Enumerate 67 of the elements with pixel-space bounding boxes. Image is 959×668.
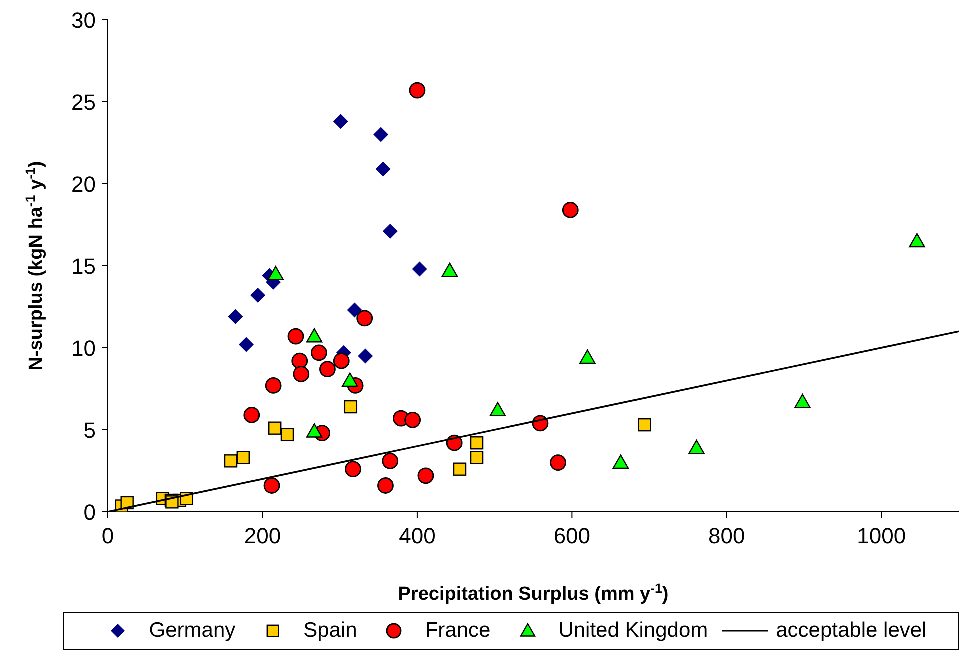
point (306, 328, 323, 343)
x-tick-label: 200 (244, 524, 282, 549)
legend-label: acceptable level (776, 619, 927, 643)
legend-label: Germany (149, 619, 236, 643)
point (470, 436, 484, 450)
point (442, 262, 458, 278)
point (333, 352, 350, 370)
y-tick-label: 5 (84, 418, 96, 443)
point (250, 288, 266, 304)
point (382, 452, 399, 470)
point (268, 266, 284, 280)
point (344, 400, 358, 414)
point (244, 407, 260, 424)
point (238, 337, 254, 352)
point (293, 366, 310, 382)
point (228, 309, 244, 324)
point (320, 361, 336, 378)
x-tick-label: 0 (102, 524, 114, 549)
point (358, 348, 374, 364)
point (382, 224, 398, 240)
point (236, 451, 250, 464)
point (333, 114, 348, 130)
point (418, 468, 434, 484)
y-tick-label: 30 (72, 8, 96, 33)
point (490, 402, 506, 417)
point (794, 394, 811, 408)
x-tick-label: 600 (554, 524, 591, 549)
point (409, 82, 426, 99)
point (376, 162, 391, 177)
point (470, 451, 484, 464)
point (292, 352, 308, 370)
point (356, 310, 374, 327)
x-axis-title: Precipitation Surplus (mm y$^{-1}$) (398, 580, 669, 605)
point (347, 302, 362, 318)
x-tick-label: 800 (708, 524, 746, 549)
y-tick-label: 10 (72, 336, 96, 361)
legend-label: France (425, 619, 491, 643)
point (268, 422, 282, 435)
y-tick-label: 20 (72, 172, 96, 197)
point (306, 424, 323, 438)
point (638, 418, 652, 432)
point (404, 412, 422, 428)
point (342, 372, 358, 388)
legend-label: Spain (304, 619, 358, 643)
point (345, 461, 362, 478)
point (562, 202, 579, 218)
point (288, 328, 304, 345)
point (311, 344, 328, 362)
x-tick-label: 1000 (857, 524, 906, 549)
point (550, 454, 566, 471)
point (374, 127, 389, 142)
point (612, 454, 630, 470)
point (280, 428, 294, 442)
point (412, 262, 428, 277)
point (264, 478, 280, 494)
y-tick-label: 0 (84, 500, 96, 525)
legend-label: United Kingdom (558, 619, 708, 643)
y-tick-label: 15 (72, 254, 96, 279)
point (909, 233, 926, 248)
x-tick-label: 400 (399, 524, 436, 549)
point (224, 454, 238, 468)
point (378, 478, 394, 494)
y-tick-label: 25 (72, 90, 96, 115)
point (688, 440, 705, 454)
point (265, 378, 282, 394)
point (453, 462, 467, 476)
point (580, 350, 596, 364)
